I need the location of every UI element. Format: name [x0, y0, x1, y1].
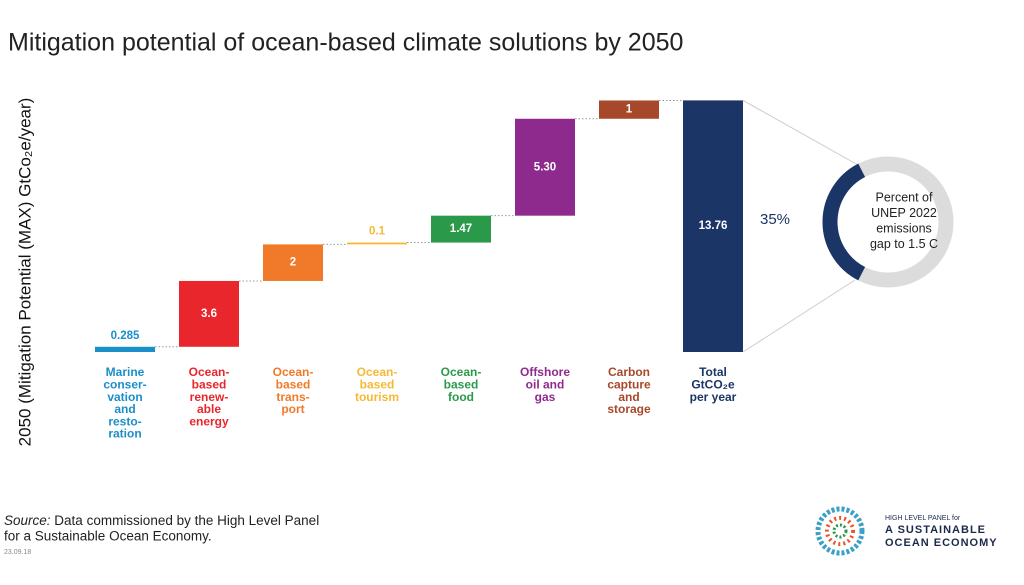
- x-tick-label: storage: [607, 402, 651, 416]
- logo-text: A SUSTAINABLE: [885, 524, 986, 536]
- x-tick-label: Ocean-: [273, 365, 314, 379]
- connector: [742, 99, 859, 166]
- x-tick-label: Ocean-: [357, 365, 398, 379]
- value-label: 5.30: [534, 161, 556, 173]
- value-label: 0.1: [369, 226, 386, 238]
- x-tick-label: and: [618, 390, 639, 404]
- x-tick-label: based: [360, 377, 395, 391]
- logo-text: HIGH LEVEL PANEL for: [885, 515, 961, 522]
- x-tick-label: oil and: [526, 377, 565, 391]
- bar: [347, 242, 407, 245]
- x-tick-label: conser-: [103, 377, 146, 391]
- source-text: Data commissioned by the High Level Pane…: [54, 513, 319, 528]
- annotation-text: Percent of: [876, 190, 934, 204]
- x-tick-label: Total: [699, 365, 727, 379]
- connector: [742, 279, 856, 353]
- x-tick-label: gas: [535, 390, 556, 404]
- x-tick-label: Offshore: [520, 365, 570, 379]
- x-tick-label: resto-: [108, 414, 141, 428]
- logo-icon: [815, 506, 865, 556]
- x-tick-label: Carbon: [608, 365, 650, 379]
- source-text: for a Sustainable Ocean Economy.: [4, 529, 212, 544]
- annotation-value: 35%: [760, 211, 790, 228]
- x-tick-label: energy: [189, 414, 229, 428]
- x-tick-label: based: [444, 377, 479, 391]
- value-label: 13.76: [699, 220, 728, 232]
- x-tick-label: ration: [108, 427, 141, 441]
- logo-ring: [815, 506, 865, 556]
- bar: [599, 100, 659, 119]
- logo-ring: [832, 523, 848, 539]
- x-tick-label: vation: [107, 390, 142, 404]
- date: 23.09.18: [4, 549, 31, 556]
- x-tick-label: GtCO₂e: [691, 377, 735, 391]
- donut-arc: [822, 163, 866, 281]
- y-axis-label: 2050 (Mitigation Potential (MAX) GtCo₂e/…: [15, 98, 34, 447]
- bar: [179, 280, 239, 347]
- annotation-text: emissions: [876, 221, 932, 235]
- value-label: 2: [290, 257, 296, 269]
- value-label: 3.6: [201, 308, 217, 320]
- value-label: 1.47: [450, 223, 472, 235]
- annotation-text: gap to 1.5 C: [870, 237, 938, 251]
- chart-title: Mitigation potential of ocean-based clim…: [8, 29, 683, 57]
- x-tick-label: capture: [607, 377, 651, 391]
- x-tick-label: port: [281, 402, 304, 416]
- x-tick-label: per year: [690, 390, 737, 404]
- x-tick-label: based: [192, 377, 227, 391]
- source-prefix: Source:: [4, 513, 51, 528]
- value-label: 0.285: [111, 330, 140, 342]
- x-tick-label: renew-: [190, 390, 229, 404]
- logo-text: OCEAN ECONOMY: [885, 537, 998, 549]
- logo-ring: [825, 516, 855, 546]
- x-tick-label: Ocean-: [189, 365, 230, 379]
- x-tick-label: Ocean-: [441, 365, 482, 379]
- source: Source: Data commissioned by the High Le…: [4, 513, 319, 528]
- value-label: 1: [626, 104, 633, 116]
- x-tick-label: able: [197, 402, 221, 416]
- bar: [515, 118, 575, 216]
- x-tick-label: tourism: [355, 390, 399, 404]
- x-tick-label: based: [276, 377, 311, 391]
- bar: [263, 244, 323, 281]
- x-tick-label: food: [448, 390, 474, 404]
- bar: [95, 346, 155, 352]
- bar: [431, 215, 491, 243]
- x-tick-label: and: [114, 402, 135, 416]
- annotation-text: UNEP 2022: [871, 206, 937, 220]
- x-tick-label: Marine: [106, 365, 145, 379]
- x-tick-label: trans-: [276, 390, 309, 404]
- bar: [683, 100, 743, 352]
